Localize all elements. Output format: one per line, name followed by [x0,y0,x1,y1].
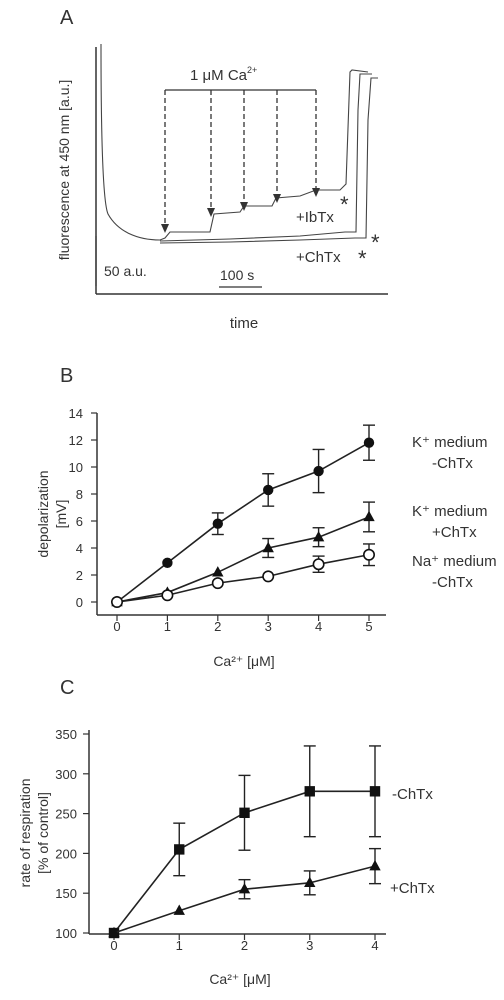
series-line [116,516,370,603]
y-tick-label: 2 [76,568,83,583]
x-tick-label: 3 [265,619,272,634]
y-tick-label: 14 [69,406,83,421]
depolarization-chart: depolarization [mV] Ca²⁺ [μM] 0 1 2 3 4 502468… [35,406,497,669]
panel-b-label: B [60,365,73,387]
trace-ibtx [159,73,372,242]
y-tick-label: 8 [76,487,83,502]
data-point [108,926,120,938]
y-tick-label: 350 [55,727,77,742]
data-point [304,786,315,797]
series-3 [111,543,375,608]
chart-b-marks [111,424,375,608]
trace-label-chtx: +ChTx [296,249,341,266]
data-point [212,566,224,577]
series-2 [111,501,375,607]
data-point [369,786,381,797]
x-tick-label: 4 [371,938,378,953]
panel-a-trace-plot: fluorescence at 450 nm [a.u.] time 1 μM … [56,43,388,332]
data-point [211,577,224,590]
data-point [111,595,124,608]
trace-star-chtx: * [358,246,367,271]
data-point [369,859,381,871]
chart-b-legend: K⁺ medium -ChTx K⁺ medium +ChTx Na⁺ medium… [412,434,497,591]
panel-a-label: A [60,7,74,29]
x-tick-label: 3 [306,938,313,953]
data-point [263,484,274,496]
panel-c-label: C [60,677,74,699]
x-tick-label: 2 [241,938,248,953]
x-tick-label: 1 [176,938,183,953]
trace-star-control: * [340,192,349,217]
y-tick-label: 12 [69,433,83,448]
panel-a-x-label: time [230,315,258,332]
x-tick-label: 5 [365,619,372,634]
ca-addition-arrowheads [161,188,320,233]
legend-b-entry-1: K⁺ medium -ChTx [412,434,487,472]
ca-addition-label: 1 μM Ca2+ [190,65,257,84]
series-2 [108,847,381,938]
data-point [262,570,275,583]
legend-c-entry-1: -ChTx [392,786,433,803]
scale-bar-x-label: 100 s [220,267,254,283]
series-line [116,442,370,603]
data-point [238,883,251,894]
trace-star-ibtx: * [371,230,380,255]
x-tick-label: 2 [214,619,221,634]
y-tick-label: 4 [76,541,83,556]
chart-c-y-label: rate of respiration [% of control] [17,779,51,888]
chart-c-marks [108,745,381,939]
respiration-chart: rate of respiration [% of control] Ca²⁺ [… [17,727,435,987]
data-point [363,437,375,448]
x-tick-label: 0 [110,938,117,953]
y-tick-label: 10 [69,460,83,475]
y-tick-label: 0 [76,595,83,610]
series-1 [108,745,381,939]
data-point [362,548,375,561]
data-point [304,876,316,888]
chart-b-y-label: depolarization [mV] [35,470,69,557]
legend-c-entry-2: +ChTx [390,880,435,897]
y-tick-label: 150 [55,886,77,901]
y-tick-label: 6 [76,514,83,529]
data-point [239,807,250,819]
data-point [174,844,185,855]
data-point [262,541,274,553]
x-tick-label: 4 [315,619,322,634]
legend-b-entry-2: K⁺ medium +ChTx [412,503,487,541]
chart-b-x-label: Ca²⁺ [μM] [213,653,274,669]
y-tick-label: 100 [55,926,77,941]
scale-bar-y-label: 50 a.u. [104,263,147,279]
series-line [113,865,376,934]
ca-addition-bracket [164,89,317,226]
trace-label-ibtx: +IbTx [296,209,334,226]
data-point [173,904,185,915]
series-1 [111,424,375,608]
series-line [116,553,370,603]
x-tick-label: 1 [164,619,171,634]
chart-c-legend: -ChTx +ChTx [390,786,435,897]
y-tick-label: 250 [55,807,77,822]
y-tick-label: 300 [55,767,77,782]
y-tick-label: 200 [55,846,77,861]
panel-a-y-label: fluorescence at 450 nm [a.u.] [56,80,72,261]
legend-b-entry-3: Na⁺ medium -ChTx [412,553,497,591]
data-point [363,510,375,522]
data-point [161,589,174,602]
data-point [162,557,173,569]
x-tick-label: 0 [113,619,120,634]
chart-c-x-label: Ca²⁺ [μM] [209,971,270,987]
data-point [312,531,325,542]
chart-c-ticks: 0 1 2 3 4 100 150 200 250 300 350 [55,727,378,953]
trace-chtx [159,77,378,244]
data-point [312,558,325,571]
data-point [313,465,324,477]
data-point [212,518,223,529]
